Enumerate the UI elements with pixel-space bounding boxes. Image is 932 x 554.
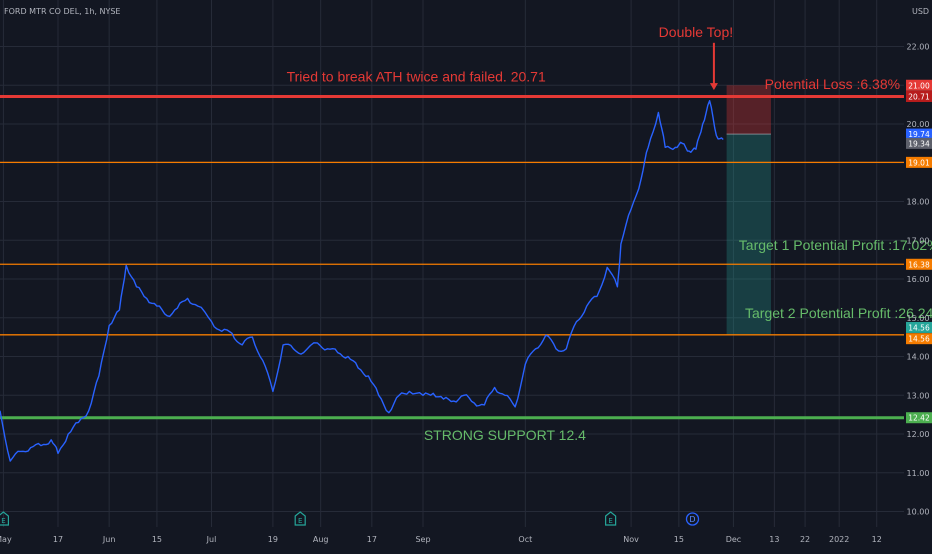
earnings-marker	[0, 511, 10, 526]
x-tick-label: Dec	[726, 535, 741, 544]
position-zones	[726, 85, 771, 335]
y-tick-label: 18.00	[907, 198, 930, 207]
y-tick-label: 14.00	[907, 353, 930, 362]
price-tag-bg	[906, 412, 932, 424]
currency-label[interactable]: USD	[912, 7, 929, 16]
y-tick-label: 15.00	[907, 314, 930, 323]
y-tick-label: 20.00	[907, 120, 930, 129]
price-tag-bg	[906, 258, 932, 270]
annotation-0: Double Top!	[659, 24, 733, 40]
x-tick-label: Nov	[623, 535, 639, 544]
y-tick-label: 11.00	[907, 469, 930, 478]
price-tag-label: 19.74	[908, 130, 930, 139]
price-tag-bg	[906, 321, 932, 333]
earnings-marker-label: E	[1, 517, 5, 525]
price-axis[interactable]: 10.00 11.00 12.00 13.00 14.00 15.00 16.00 17.00…	[906, 43, 932, 517]
x-tick-label: 19	[268, 535, 278, 544]
price-tag-bg	[906, 156, 932, 168]
annotation-1: Tried to break ATH twice and failed. 20.…	[287, 68, 546, 84]
annotation-4: Target 2 Potential Profit :26.24	[745, 305, 932, 321]
price-tag-label: 16.38	[908, 260, 930, 269]
annotation-2: Potential Loss :6.38%	[765, 76, 900, 92]
y-tick-label: 10.00	[907, 508, 930, 517]
dividend-marker-label: D	[689, 515, 695, 524]
annotation-5: STRONG SUPPORT 12.4	[424, 427, 586, 443]
horizontal-levels	[0, 94, 904, 420]
x-tick-label: 17	[53, 535, 63, 544]
annotations: Double Top! Tried to break ATH twice and …	[287, 24, 932, 443]
earnings-marker	[294, 511, 306, 526]
x-tick-label: May	[0, 535, 12, 544]
y-tick-label: 16.00	[907, 275, 930, 284]
earnings-marker	[605, 511, 617, 526]
price-line	[0, 100, 724, 462]
price-tag-label: 12.42	[908, 414, 930, 423]
x-tick-label: 15	[674, 535, 684, 544]
price-series	[0, 100, 724, 462]
y-tick-label: 13.00	[907, 391, 930, 400]
x-tick-label: Aug	[313, 535, 329, 544]
price-tag-bg	[906, 79, 932, 91]
x-tick-label: Oct	[518, 535, 532, 544]
annotation-arrow-head	[709, 83, 718, 91]
price-tag-label: 14.56	[908, 335, 930, 344]
earnings-marker-label: E	[298, 517, 302, 525]
x-tick-label: 13	[769, 535, 779, 544]
symbol-label: FORD MTR CO DEL, 1h, NYSE	[4, 7, 120, 16]
price-tag-bg	[906, 90, 932, 102]
x-tick-label: 12	[872, 535, 882, 544]
dividend-marker	[685, 512, 700, 526]
profit-zone	[726, 134, 771, 335]
x-tick-label: Sep	[415, 535, 430, 544]
annotation-3: Target 1 Potential Profit :17.02%	[739, 237, 932, 253]
time-axis[interactable]: May 17 Jun 15 Jul 19 Aug 17 Sep Oct Nov 15 Dec 13 22 20…	[0, 535, 882, 544]
loss-zone	[726, 85, 771, 135]
price-tag-label: 14.56	[908, 323, 930, 332]
price-tag-bg	[906, 137, 932, 149]
price-tag-label: 20.71	[908, 92, 930, 101]
x-tick-label: 15	[152, 535, 162, 544]
price-tag-bg	[906, 128, 932, 140]
earnings-marker-label: E	[608, 517, 612, 525]
price-tag-bg	[906, 333, 932, 345]
price-tag-label: 19.34	[908, 139, 930, 148]
price-tag-label: 19.01	[908, 158, 930, 167]
x-tick-label: 17	[367, 535, 377, 544]
x-tick-label: 22	[800, 535, 810, 544]
x-tick-label: Jun	[102, 535, 116, 544]
y-tick-label: 12.00	[907, 430, 930, 439]
y-tick-label: 22.00	[907, 43, 930, 52]
x-tick-label: Jul	[206, 535, 217, 544]
x-tick-label: 2022	[829, 535, 849, 544]
price-tag-label: 21.00	[908, 81, 930, 90]
y-tick-label: 17.00	[907, 236, 930, 245]
